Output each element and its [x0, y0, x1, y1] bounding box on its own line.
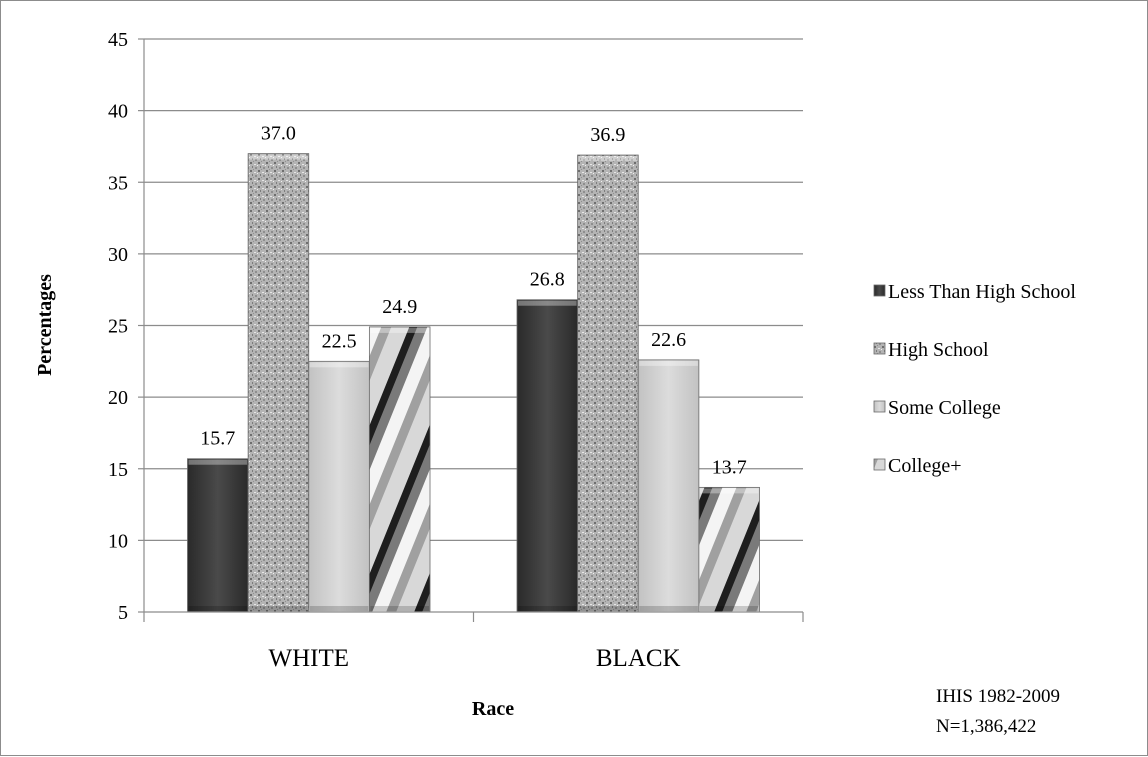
- bar-bevel-top: [249, 154, 308, 160]
- bar-bevel-bottom: [370, 606, 430, 611]
- data-label: 13.7: [712, 456, 747, 478]
- y-tick-label: 10: [108, 530, 128, 552]
- y-tick-label: 45: [108, 29, 128, 51]
- legend-label: Some College: [888, 397, 1001, 419]
- legend-swatch: [873, 458, 886, 471]
- bar: [637, 359, 700, 613]
- data-label: 22.5: [322, 330, 357, 352]
- category-label: WHITE: [268, 645, 349, 672]
- y-axis-title: Percentages: [34, 274, 56, 376]
- y-tick-label: 5: [118, 602, 128, 624]
- legend-swatch: [873, 342, 886, 355]
- bar: [247, 153, 310, 613]
- bar-bevel-top: [517, 300, 577, 306]
- data-label: 15.7: [200, 428, 235, 450]
- legend-label: College+: [888, 455, 962, 477]
- bar-bevel-top: [309, 362, 369, 368]
- data-label: 22.6: [651, 329, 686, 351]
- bar-bevel-top: [639, 360, 698, 366]
- bar-bevel-bottom: [578, 606, 638, 611]
- data-label: 26.8: [530, 269, 565, 291]
- bar: [577, 154, 639, 613]
- data-label: 37.0: [261, 123, 296, 145]
- legend-label: Less Than High School: [888, 281, 1076, 303]
- legend-swatch: [873, 400, 886, 413]
- bar-bevel-bottom: [249, 606, 308, 611]
- legend-label: High School: [888, 339, 989, 361]
- bar: [187, 458, 249, 613]
- category-label: BLACK: [596, 645, 681, 672]
- bar-bevel-bottom: [639, 606, 698, 611]
- sample-size-note: N=1,386,422: [936, 716, 1036, 737]
- bar-bevel-top: [699, 488, 759, 494]
- x-axis-title: Race: [472, 698, 514, 720]
- bar-bevel-bottom: [188, 606, 248, 611]
- y-tick-label: 30: [108, 244, 128, 266]
- bar-bevel-top: [370, 327, 430, 333]
- bar-bevel-bottom: [517, 606, 577, 611]
- bar-bevel-top: [188, 459, 248, 465]
- y-tick-label: 20: [108, 387, 128, 409]
- axes: [143, 39, 804, 622]
- bar: [368, 326, 431, 613]
- data-label: 36.9: [590, 124, 625, 146]
- category-labels: WHITE BLACK: [268, 645, 680, 672]
- data-label: 24.9: [382, 296, 417, 318]
- bar: [698, 486, 760, 613]
- legend-swatch: [873, 284, 886, 297]
- bars: [187, 153, 760, 613]
- data-labels: 15.7 37.0 22.5 24.9 26.8 36.9 22.6 13.7: [200, 123, 746, 479]
- bar-bevel-top: [578, 156, 638, 162]
- y-tick-label: 35: [108, 172, 128, 194]
- source-note: IHIS 1982-2009: [936, 686, 1060, 707]
- y-tick-label: 25: [108, 316, 128, 338]
- bar-bevel-bottom: [699, 606, 759, 611]
- bar-bevel-bottom: [309, 606, 369, 611]
- legend: Less Than High School High School Some Col…: [873, 281, 1076, 477]
- y-axis-ticks: 5 10 15 20 25 30 35 40 45: [108, 29, 144, 624]
- y-tick-label: 15: [108, 459, 128, 481]
- bar: [308, 360, 370, 613]
- bar: [516, 299, 579, 613]
- y-tick-label: 40: [108, 101, 128, 123]
